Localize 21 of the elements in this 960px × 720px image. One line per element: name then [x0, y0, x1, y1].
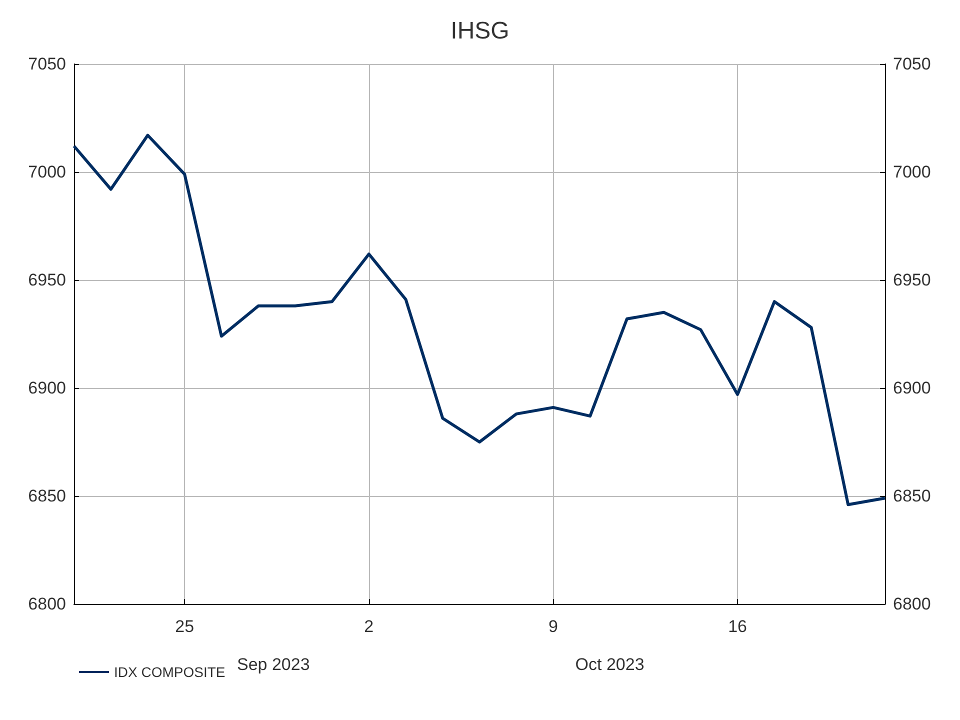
chart-title: IHSG: [450, 18, 510, 44]
y-tick-label: 6800: [28, 594, 66, 614]
x-tick-label: 25: [175, 617, 194, 636]
line-series: [72, 134, 886, 506]
y-tick-label: 7050: [28, 54, 66, 74]
legend-label: IDX COMPOSITE: [114, 664, 226, 680]
text: Oct 2023: [575, 655, 644, 674]
x-tick-label: 2: [364, 617, 374, 636]
y2-tick-label: 7000: [893, 162, 931, 182]
text: Sep 2023: [236, 655, 310, 674]
y2-tick-label: 6850: [893, 486, 931, 506]
y-tick-label: 6850: [28, 486, 66, 506]
y2-tick-label: 6950: [893, 270, 931, 290]
y2-tick-label: 6800: [893, 594, 931, 614]
y2-tick-label: 6900: [893, 378, 931, 398]
y-tick-label: 6950: [28, 270, 66, 290]
y-tick-label: 6900: [28, 378, 66, 398]
y-tick-label: 7000: [28, 162, 66, 182]
x-tick-label: 9: [548, 617, 558, 636]
x-tick-label: 16: [728, 617, 748, 636]
y2-tick-label: 7050: [893, 54, 931, 74]
